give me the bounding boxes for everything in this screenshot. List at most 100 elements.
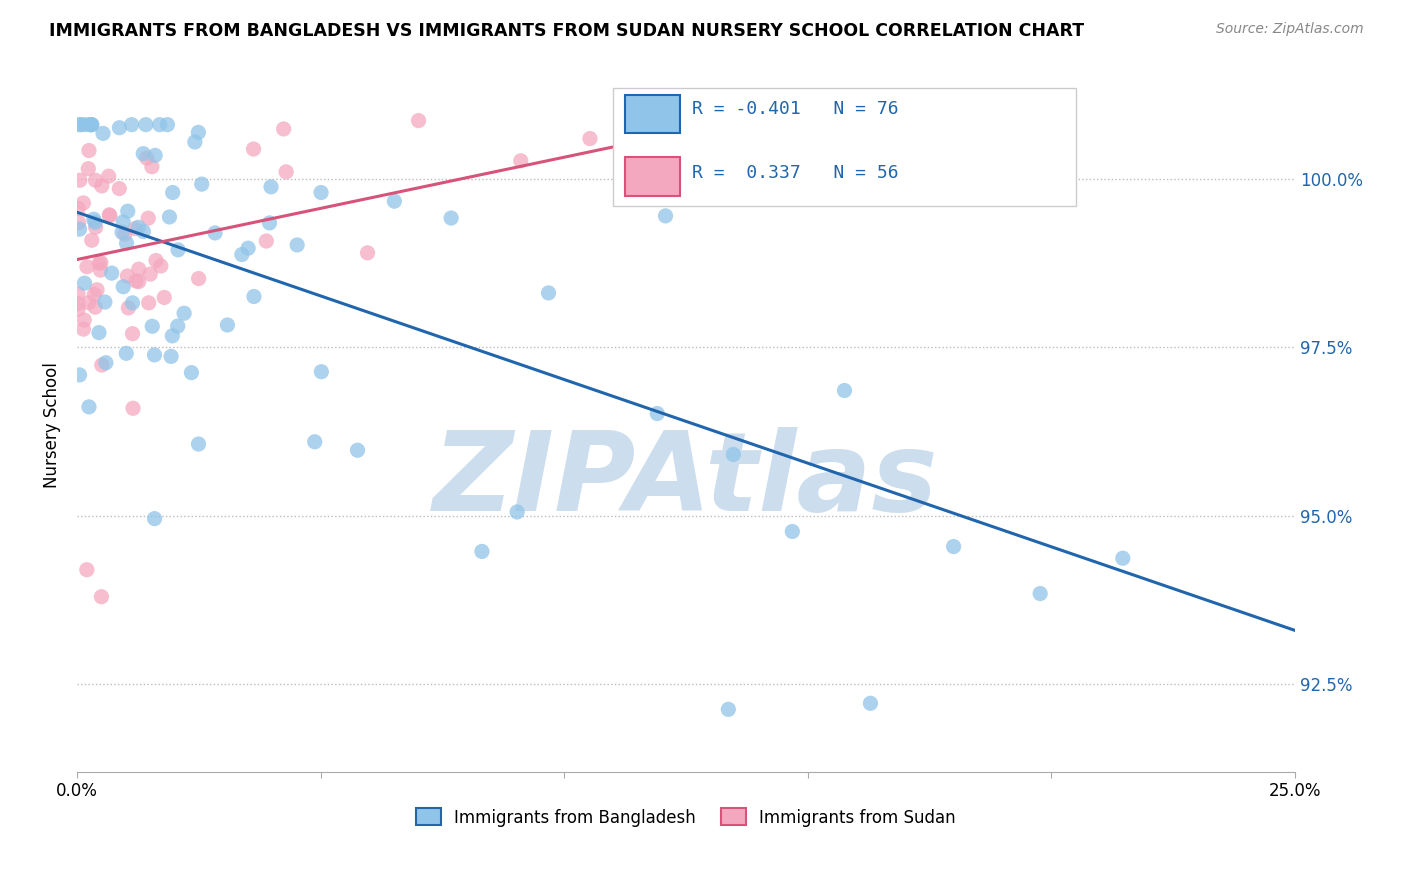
Text: IMMIGRANTS FROM BANGLADESH VS IMMIGRANTS FROM SUDAN NURSERY SCHOOL CORRELATION C: IMMIGRANTS FROM BANGLADESH VS IMMIGRANTS… (49, 22, 1084, 40)
Point (782, 524, 804, 539)
Point (84, 220, 107, 235)
Point (1112, 551, 1135, 566)
Point (285, 238, 308, 252)
Point (167, 243, 190, 257)
Point (112, 279, 135, 293)
Y-axis label: Nursery School: Nursery School (44, 362, 60, 488)
Point (143, 511, 166, 525)
Point (69, 222, 91, 236)
Point (187, 271, 209, 285)
Point (73, 276, 96, 290)
Point (717, 702, 740, 716)
Point (136, 211, 159, 226)
Point (100, 266, 122, 280)
Point (242, 142, 264, 156)
Point (73, 313, 96, 327)
Point (67, 302, 90, 317)
Point (159, 210, 181, 224)
Point (273, 122, 295, 136)
Point (112, 215, 135, 229)
Point (645, 407, 668, 421)
Point (111, 225, 134, 239)
Point (80, 118, 103, 132)
Point (89, 256, 111, 270)
Point (98, 209, 121, 223)
Text: ZIPAtlas: ZIPAtlas (433, 426, 939, 533)
Point (80, 233, 103, 247)
Point (115, 346, 138, 360)
Point (80, 118, 103, 132)
Point (72, 195, 94, 210)
Point (90, 590, 112, 604)
Point (76, 563, 98, 577)
Point (187, 437, 209, 451)
Point (128, 262, 150, 277)
Point (79, 118, 101, 132)
Legend: Immigrants from Bangladesh, Immigrants from Sudan: Immigrants from Bangladesh, Immigrants f… (409, 802, 963, 833)
Point (236, 241, 259, 255)
Point (356, 245, 378, 260)
Point (153, 290, 176, 304)
Point (69, 118, 91, 132)
Point (75, 118, 97, 132)
Point (83, 287, 105, 301)
Point (304, 434, 326, 449)
Point (91, 127, 114, 141)
Point (173, 306, 195, 320)
Text: R =  0.337   N = 56: R = 0.337 N = 56 (692, 164, 898, 182)
Text: Source: ZipAtlas.com: Source: ZipAtlas.com (1216, 22, 1364, 37)
Point (77, 161, 100, 176)
Point (311, 365, 333, 379)
Point (139, 267, 162, 281)
Point (260, 179, 283, 194)
Point (723, 448, 745, 462)
Point (77, 400, 100, 414)
Point (537, 285, 560, 300)
Point (254, 234, 277, 248)
Point (204, 226, 226, 240)
Point (149, 259, 172, 273)
Point (67, 286, 90, 301)
Point (309, 186, 332, 200)
Point (180, 366, 202, 380)
Point (471, 544, 494, 558)
Point (654, 209, 676, 223)
Point (834, 384, 856, 398)
Point (187, 125, 209, 139)
Point (440, 211, 463, 225)
Point (69, 173, 91, 187)
Point (149, 118, 172, 132)
Point (141, 319, 163, 334)
Point (90, 178, 112, 193)
Point (382, 194, 405, 209)
Point (217, 318, 239, 332)
Point (117, 204, 139, 219)
Point (509, 153, 531, 168)
Point (346, 443, 368, 458)
Point (145, 253, 167, 268)
Point (72, 322, 94, 336)
Point (77, 295, 100, 310)
Point (942, 540, 965, 554)
Point (156, 118, 179, 132)
Point (94, 295, 117, 310)
Point (80, 118, 103, 132)
FancyBboxPatch shape (626, 95, 681, 133)
Point (132, 225, 155, 239)
Point (162, 186, 184, 200)
Point (132, 146, 155, 161)
Point (108, 181, 131, 195)
Point (84, 300, 107, 314)
Point (67, 216, 90, 230)
Point (166, 319, 188, 334)
FancyBboxPatch shape (626, 157, 681, 195)
Point (135, 118, 157, 132)
Point (87, 326, 110, 340)
Point (128, 275, 150, 289)
Point (89, 263, 111, 277)
Point (97, 169, 120, 184)
Point (121, 296, 143, 310)
Point (98, 208, 121, 222)
Point (121, 326, 143, 341)
Point (76, 260, 98, 274)
